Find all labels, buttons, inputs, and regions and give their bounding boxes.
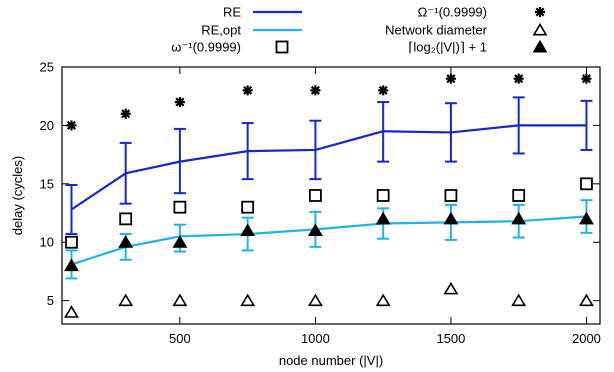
triangle-open-point bbox=[307, 293, 323, 307]
series-triangle-filled bbox=[64, 211, 594, 272]
y-tick-label: 25 bbox=[40, 60, 54, 75]
asterisk-stroke bbox=[310, 85, 320, 95]
legend: RE RE,opt ω⁻¹(0.9999) Ω⁻¹(0.9999) Network di… bbox=[171, 5, 548, 55]
asterisk-stroke bbox=[446, 74, 456, 84]
asterisk-stroke bbox=[535, 7, 545, 17]
series-triangle-open bbox=[64, 281, 594, 318]
legend-label: Network diameter bbox=[385, 23, 488, 38]
asterisk-point bbox=[242, 85, 253, 96]
asterisk-point bbox=[174, 97, 185, 108]
y-tick-label: 20 bbox=[40, 118, 54, 133]
triangle-filled-point bbox=[511, 211, 527, 225]
triangle-filled-point bbox=[240, 223, 256, 237]
series-line bbox=[70, 124, 587, 211]
triangle-open-point bbox=[511, 293, 527, 307]
triangle-open-point bbox=[375, 293, 391, 307]
square-open-point bbox=[65, 235, 78, 249]
triangle-filled-point bbox=[443, 211, 459, 225]
square-open-point bbox=[173, 200, 187, 214]
axis-ticks: 500 1000 1500 2000 5 10 15 20 25 bbox=[40, 60, 601, 347]
series-line bbox=[71, 215, 587, 266]
square-open-point bbox=[309, 189, 322, 202]
y-axis-label: delay (cycles) bbox=[10, 156, 25, 235]
y-tick-label: 15 bbox=[40, 176, 54, 191]
square-open-point bbox=[376, 189, 390, 202]
legend-label: RE bbox=[223, 5, 241, 20]
triangle-filled-point bbox=[578, 211, 594, 225]
square-open-point bbox=[444, 189, 458, 202]
series-re-opt bbox=[65, 199, 593, 280]
triangle-filled-point bbox=[375, 211, 391, 225]
legend-marker-sample bbox=[532, 22, 548, 36]
asterisk-point bbox=[310, 85, 321, 96]
asterisk-stroke bbox=[121, 109, 131, 119]
triangle-open-point bbox=[64, 305, 79, 318]
series-asterisk bbox=[66, 73, 592, 131]
asterisk-point bbox=[513, 73, 524, 84]
triangle-filled-point bbox=[172, 235, 188, 248]
triangle-filled-point bbox=[118, 235, 134, 248]
y-tick-label: 5 bbox=[47, 293, 54, 308]
asterisk-stroke bbox=[514, 74, 524, 84]
x-tick-label: 2000 bbox=[572, 331, 601, 346]
plot-frame bbox=[61, 66, 601, 325]
legend-label: Ω⁻¹(0.9999) bbox=[418, 5, 487, 20]
triangle-open-point bbox=[172, 293, 188, 307]
square-open-point bbox=[580, 177, 593, 191]
triangle-open-point bbox=[443, 281, 459, 295]
asterisk-point bbox=[581, 73, 592, 84]
asterisk-point bbox=[378, 85, 389, 96]
plot-border bbox=[61, 66, 601, 325]
triangle-filled-point bbox=[307, 223, 323, 237]
asterisk-point bbox=[445, 73, 456, 84]
y-tick-label: 10 bbox=[40, 235, 54, 250]
asterisk-point bbox=[120, 108, 131, 119]
x-tick-label: 500 bbox=[169, 331, 191, 346]
asterisk-stroke bbox=[581, 74, 591, 84]
square-open-point bbox=[119, 212, 133, 226]
asterisk-stroke bbox=[378, 85, 388, 95]
triangle-filled-point bbox=[64, 258, 79, 272]
triangle-open-point bbox=[240, 293, 256, 307]
x-tick-label: 1000 bbox=[301, 331, 330, 346]
x-axis-label: node number (|V|) bbox=[279, 353, 383, 368]
series-square-open bbox=[65, 177, 593, 249]
series-re bbox=[65, 96, 593, 236]
legend-marker-sample bbox=[275, 40, 289, 54]
asterisk-stroke bbox=[175, 97, 185, 107]
square-open-point bbox=[512, 189, 526, 202]
legend-label: ω⁻¹(0.9999) bbox=[171, 40, 241, 55]
legend-label: RE,opt bbox=[201, 23, 241, 38]
legend-marker-sample bbox=[532, 39, 548, 53]
asterisk-point bbox=[66, 120, 77, 131]
asterisk-stroke bbox=[66, 120, 77, 130]
square-open-point bbox=[241, 200, 255, 214]
triangle-open-point bbox=[578, 293, 594, 307]
asterisk-stroke bbox=[243, 85, 253, 95]
series-layer bbox=[64, 73, 594, 318]
legend-label: ⌈log₂(|V|)⌉ + 1 bbox=[408, 40, 487, 55]
triangle-open-point bbox=[118, 293, 134, 307]
x-tick-label: 1500 bbox=[436, 331, 465, 346]
legend-marker-sample bbox=[535, 7, 545, 17]
